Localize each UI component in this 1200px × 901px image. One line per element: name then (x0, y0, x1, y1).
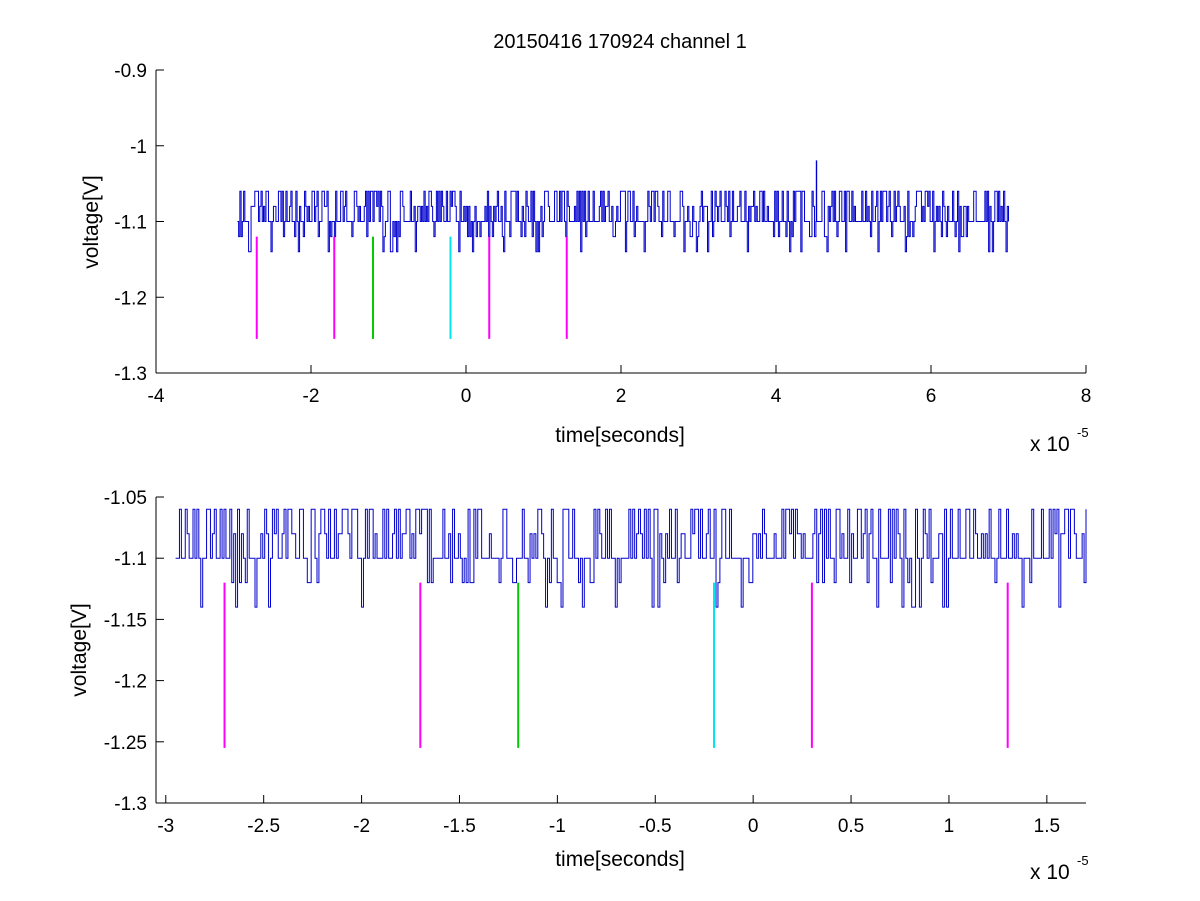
plot-top-xtick-label: 8 (1081, 386, 1092, 407)
plot-bottom-xtick-label: 0.5 (838, 816, 864, 837)
plot-bottom-xtick-label: -2 (353, 816, 370, 837)
plot-top-xtick-label: -4 (148, 386, 165, 407)
plot-top-markers-group (255, 236, 568, 339)
plot-bottom-ylabel: voltage[V] (68, 603, 91, 696)
plot-top-ytick-label: -1.3 (114, 364, 147, 385)
plot-bottom-signal-line (175, 508, 1087, 608)
plot-top: -4 -2 0 2 4 6 8 -1.3 -1.2 -1.1 -1 -0.9 time[second… (80, 61, 1091, 456)
figure-title: 20150416 170924 channel 1 (493, 31, 747, 53)
plot-bottom-ytick-label: -1.25 (104, 733, 147, 754)
plot-bottom-ytick-label: -1.3 (114, 794, 147, 815)
plot-bottom-xtick-label: 1.5 (1034, 816, 1060, 837)
plot-bottom-xtick-label: 0 (748, 816, 759, 837)
plot-bottom-xlabel: time[seconds] (555, 848, 685, 871)
plot-bottom-x-multiplier: x 10 -5 (1030, 853, 1089, 884)
plot-bottom-xtick-label: -0.5 (639, 816, 672, 837)
plot-bottom-xticks-group: -3 -2.5 -2 -1.5 -1 -0.5 0 0.5 1 1.5 (157, 795, 1060, 837)
plot-top-xtick-label: -2 (303, 386, 320, 407)
plot-top-x-multiplier-base: x 10 (1030, 433, 1070, 456)
plot-bottom-xtick-label: -1.5 (443, 816, 476, 837)
plot-bottom-x-multiplier-base: x 10 (1030, 861, 1070, 884)
plot-bottom-ytick-label: -1.1 (114, 549, 147, 570)
plot-top-ytick-label: -0.9 (114, 61, 147, 82)
plot-bottom-xtick-label: -3 (157, 816, 174, 837)
plot-bottom-axes-group (155, 497, 1086, 804)
plot-top-yticks-group: -1.3 -1.2 -1.1 -1 -0.9 (114, 61, 164, 385)
plot-bottom-xtick-label: 1 (944, 816, 955, 837)
plot-top-signal-line (237, 160, 1009, 253)
plot-top-ylabel: voltage[V] (80, 175, 103, 268)
plot-top-x-multiplier-exp: -5 (1077, 425, 1089, 440)
plot-bottom-ytick-label: -1.05 (104, 488, 147, 509)
plot-bottom-xtick-label: -1 (549, 816, 566, 837)
plot-top-xtick-label: 2 (616, 386, 627, 407)
plot-bottom-xtick-label: -2.5 (247, 816, 280, 837)
plot-top-ytick-label: -1 (130, 137, 147, 158)
plot-top-x-multiplier: x 10 -5 (1030, 425, 1089, 456)
plot-top-ytick-label: -1.2 (114, 288, 147, 309)
plot-top-ytick-label: -1.1 (114, 213, 147, 234)
plot-bottom-ytick-label: -1.2 (114, 672, 147, 693)
plot-bottom-yticks-group: -1.3 -1.25 -1.2 -1.15 -1.1 -1.05 (104, 488, 164, 815)
plot-bottom-signal-group (175, 508, 1087, 608)
plot-top-xtick-label: 4 (771, 386, 782, 407)
plot-top-xlabel: time[seconds] (555, 424, 685, 447)
plot-top-xticks-group: -4 -2 0 2 4 6 8 (148, 365, 1092, 407)
plot-top-xtick-label: 6 (926, 386, 937, 407)
plot-bottom-x-multiplier-exp: -5 (1077, 853, 1089, 868)
plot-top-xtick-label: 0 (461, 386, 472, 407)
plot-bottom: -3 -2.5 -2 -1.5 -1 -0.5 0 0.5 1 1.5 -1.3 -1.25 -1.2… (68, 488, 1089, 884)
plot-bottom-ytick-label: -1.15 (104, 610, 147, 631)
plot-top-signal-group (237, 160, 1009, 253)
plot-bottom-markers-group (223, 582, 1009, 748)
